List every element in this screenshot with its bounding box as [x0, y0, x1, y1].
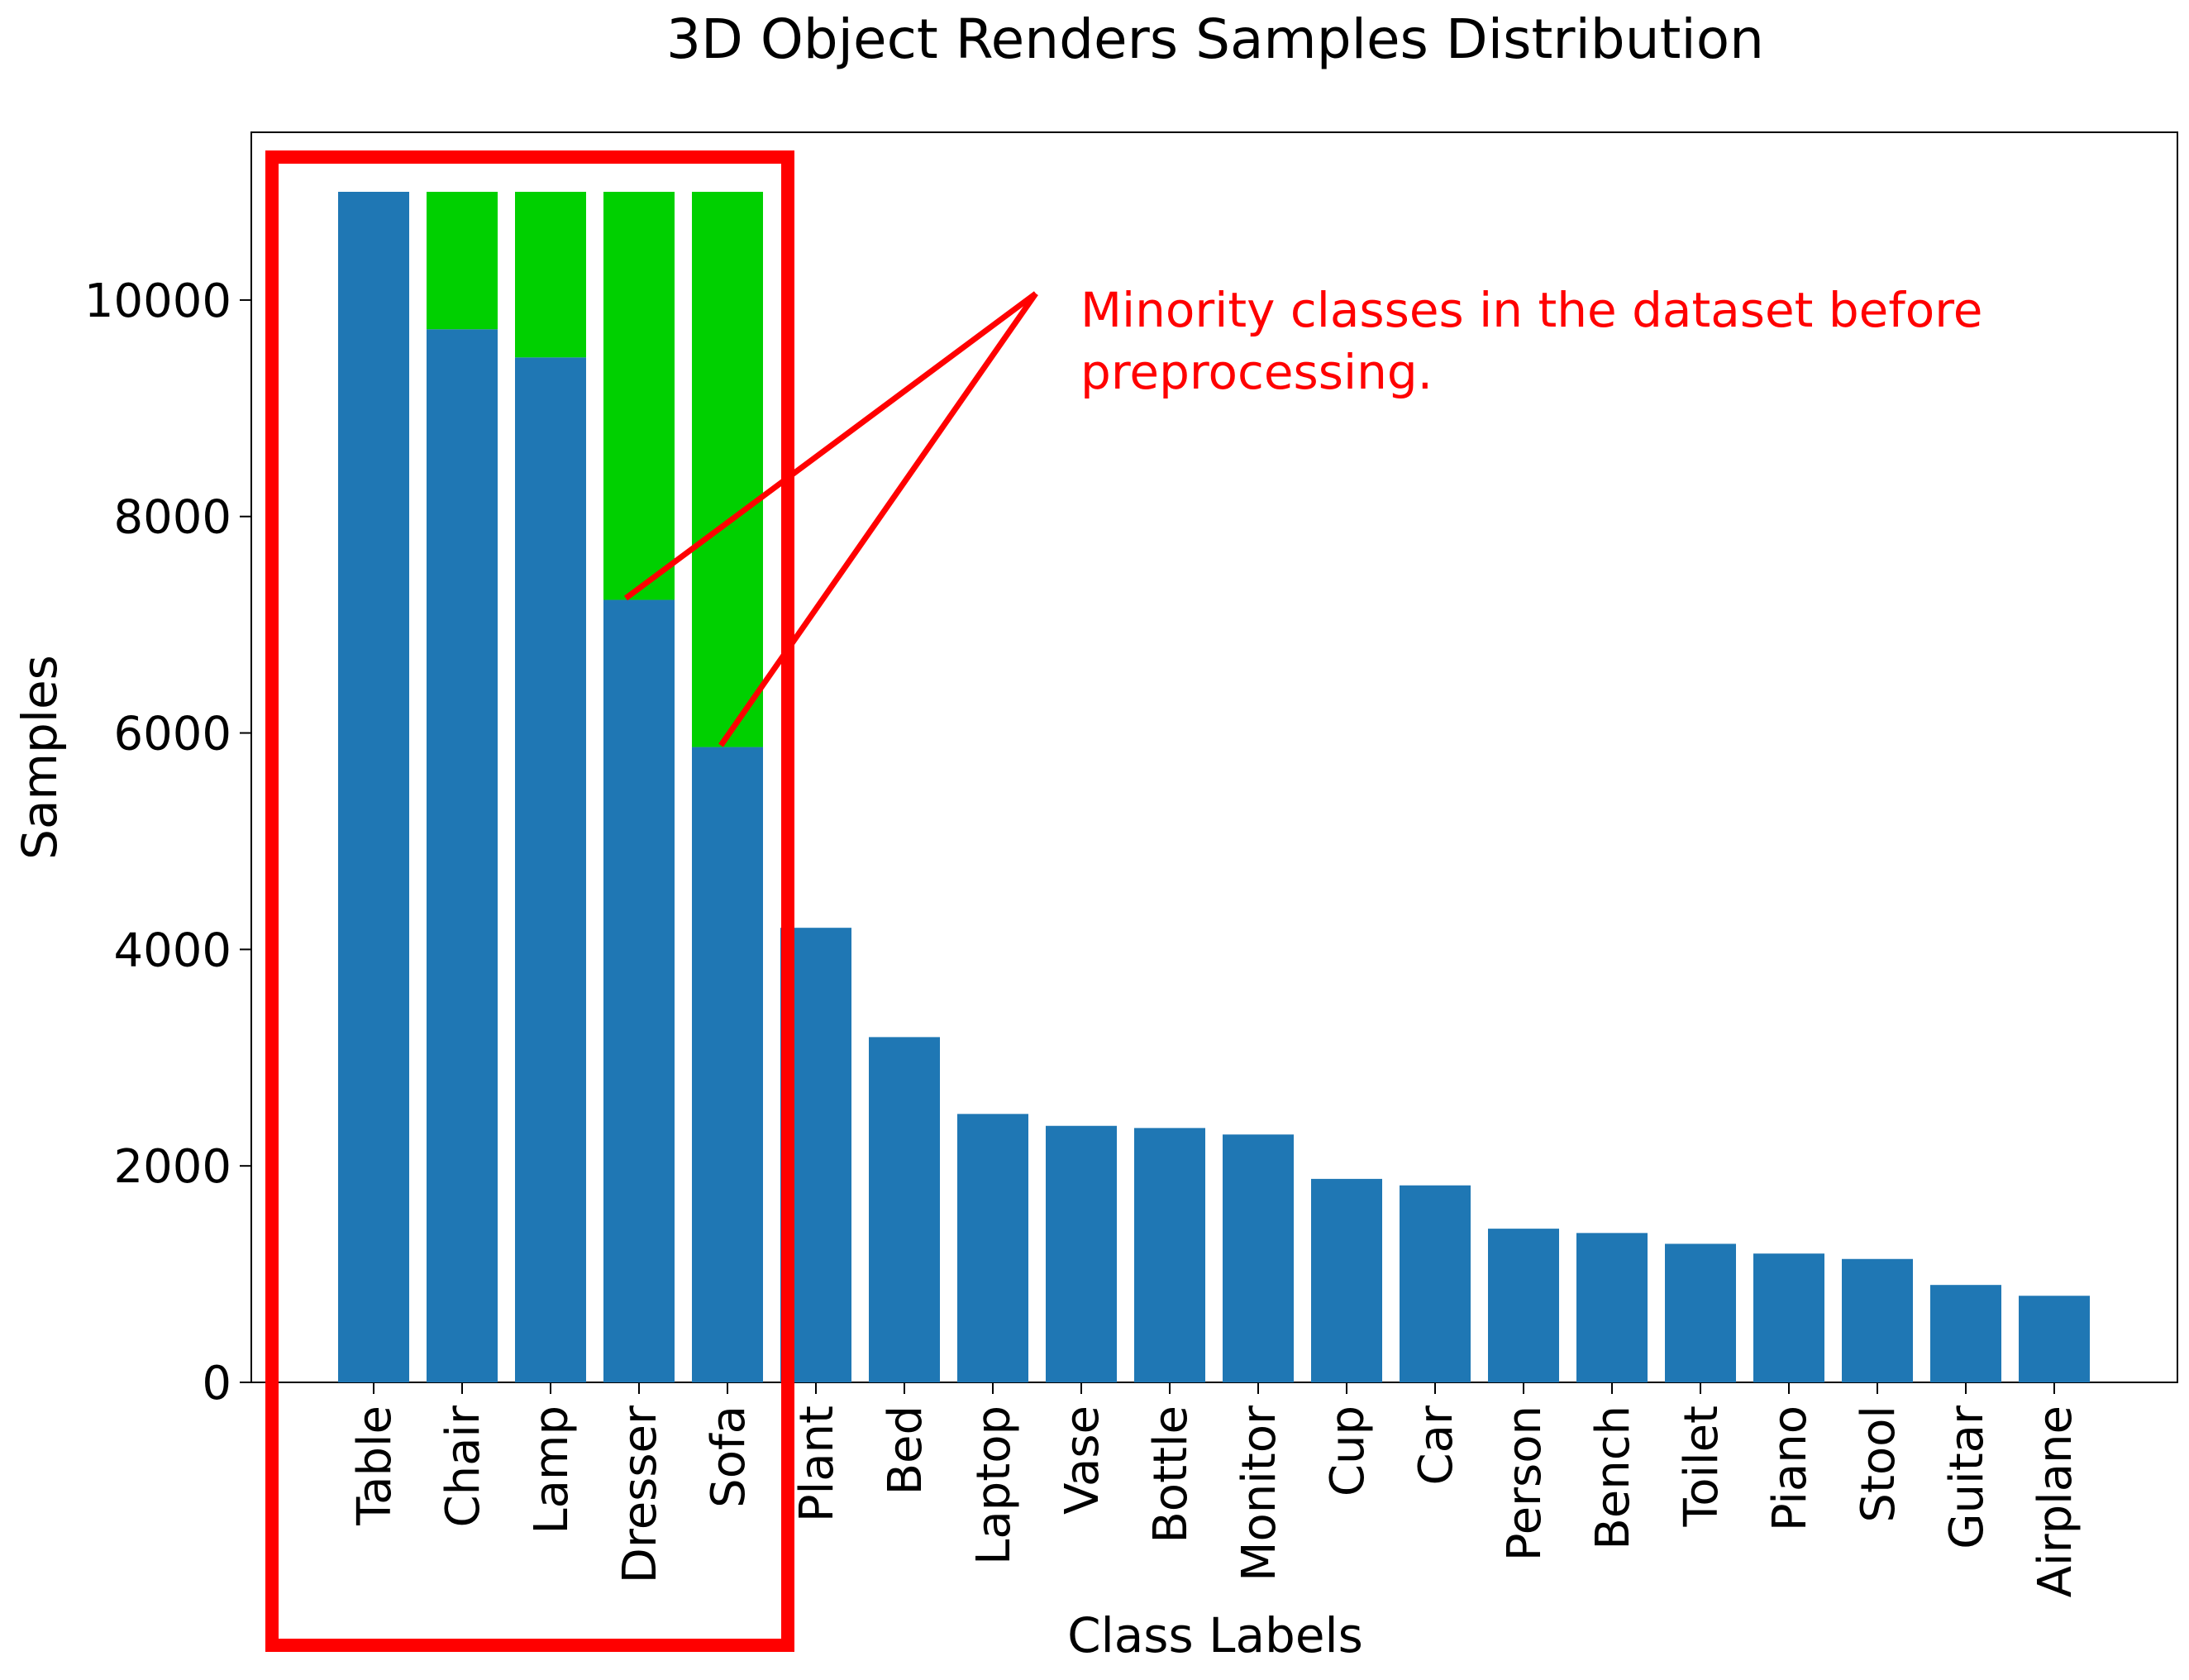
x-tick-label-lamp: Lamp	[525, 1406, 579, 1534]
x-tick-label-chair: Chair	[436, 1405, 490, 1527]
bar-laptop	[957, 1114, 1028, 1382]
plot-frame	[250, 131, 2178, 1383]
bar-guitar	[1930, 1285, 2001, 1382]
bar-piano	[1753, 1253, 1824, 1382]
annotation-text-line1: Minority classes in the dataset before	[1080, 282, 1983, 338]
annotation-line-dresser	[623, 291, 1038, 601]
x-tick-label-plant: Plant	[790, 1406, 844, 1522]
bar-sofa	[692, 747, 763, 1382]
y-tick-label: 6000	[113, 708, 231, 761]
bar-airplane	[2019, 1296, 2090, 1382]
bar-lamp	[515, 357, 586, 1383]
bar-chair	[427, 329, 498, 1383]
x-axis-label: Class Labels	[1067, 1607, 1363, 1663]
x-tick-label-vase: Vase	[1056, 1406, 1109, 1515]
y-tick-label: 0	[202, 1357, 231, 1410]
x-tick-label-bench: Bench	[1586, 1406, 1640, 1550]
bar-stool	[1842, 1258, 1913, 1382]
bar-cup	[1311, 1178, 1382, 1382]
x-tick-label-piano: Piano	[1763, 1406, 1817, 1531]
bar-bottle	[1134, 1128, 1205, 1382]
x-tick-label-sofa: Sofa	[702, 1406, 756, 1508]
x-axis: Table Chair Lamp Dresser Sofa Plant Bed Laptop V…	[348, 1382, 2082, 1597]
x-tick-label-airplane: Airplane	[2029, 1406, 2082, 1597]
chart-title: 3D Object Renders Samples Distribution	[666, 7, 1764, 71]
bar-toilet	[1665, 1243, 1736, 1382]
x-tick-label-stool: Stool	[1852, 1406, 1905, 1523]
bar-sofa-added	[692, 192, 763, 747]
x-tick-label-person: Person	[1498, 1406, 1552, 1561]
y-tick-label: 10000	[84, 274, 231, 328]
x-tick-label-laptop: Laptop	[967, 1406, 1021, 1565]
x-tick-label-guitar: Guitar	[1940, 1405, 1994, 1549]
x-tick-label-bottle: Bottle	[1144, 1406, 1198, 1544]
bar-lamp-added	[515, 192, 586, 358]
y-tick-label: 8000	[113, 491, 231, 545]
bar-dresser-added	[603, 192, 675, 600]
x-tick-label-table: Table	[348, 1406, 402, 1526]
y-axis: 0 2000 4000 6000 8000 10000	[84, 274, 251, 1410]
bar-bed	[869, 1037, 940, 1382]
bar-person	[1488, 1229, 1559, 1382]
bar-monitor	[1223, 1134, 1294, 1382]
annotation-line-sofa	[718, 291, 1038, 747]
x-tick-label-car: Car	[1409, 1405, 1463, 1485]
y-axis-label: Samples	[12, 655, 68, 860]
bar-table	[338, 192, 409, 1382]
x-tick-label-dresser: Dresser	[613, 1405, 667, 1583]
y-tick-label: 2000	[113, 1140, 231, 1194]
bar-vase	[1046, 1125, 1117, 1382]
bar-bench	[1576, 1233, 1648, 1382]
highlight-box	[265, 150, 794, 1652]
bar-dresser	[603, 599, 675, 1382]
bar-car	[1400, 1185, 1471, 1382]
x-tick-label-cup: Cup	[1321, 1406, 1375, 1496]
annotation-text-line2: preprocessing.	[1080, 344, 1433, 400]
plot-area	[250, 131, 2178, 1383]
annotation-group: Minority classes in the dataset before p…	[265, 150, 1983, 1652]
x-tick-label-bed: Bed	[879, 1406, 932, 1495]
bars-group	[338, 192, 2090, 1383]
x-tick-label-toilet: Toilet	[1675, 1406, 1729, 1527]
x-tick-label-monitor: Monitor	[1233, 1405, 1286, 1582]
bar-chair-added	[427, 192, 498, 330]
y-tick-label: 4000	[113, 924, 231, 977]
